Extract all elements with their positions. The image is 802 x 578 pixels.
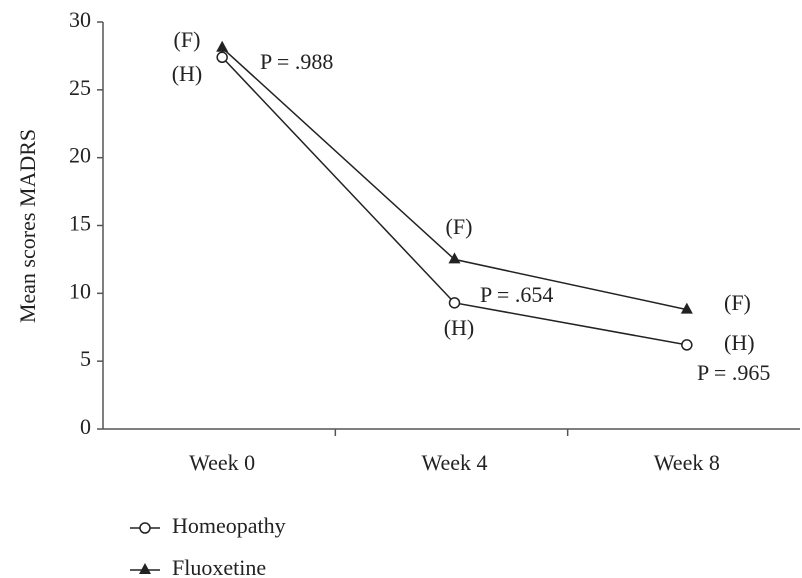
marker [681,339,693,351]
y-tick-label: 15 [69,211,91,236]
annotation: P = .654 [480,282,553,307]
x-tick-label: Week 4 [421,450,487,475]
y-tick-label: 20 [69,143,91,168]
annotation: (H) [444,315,475,340]
marker [448,252,461,264]
y-tick-label: 5 [80,346,91,371]
annotation: (F) [446,214,473,239]
annotation: (H) [724,330,755,355]
marker [216,40,229,52]
marker [139,522,151,534]
annotation: (H) [172,61,203,86]
legend-label: Homeopathy [172,513,286,538]
annotation: P = .965 [697,360,770,385]
marker [448,297,461,309]
y-tick-label: 25 [69,75,91,100]
legend-label: Fluoxetine [172,555,266,578]
annotation: (F) [724,290,751,315]
series-line [221,47,687,311]
y-tick-label: 10 [69,278,91,303]
annotation: (F) [174,27,201,52]
y-axis-label: Mean scores MADRS [15,129,40,323]
x-tick-label: Week 8 [654,450,720,475]
annotation: P = .988 [260,49,333,74]
marker [216,51,228,64]
x-tick-label: Week 0 [189,450,255,475]
marker [139,563,151,574]
y-tick-label: 30 [69,7,91,32]
y-tick-label: 0 [80,414,91,439]
marker [680,302,693,314]
